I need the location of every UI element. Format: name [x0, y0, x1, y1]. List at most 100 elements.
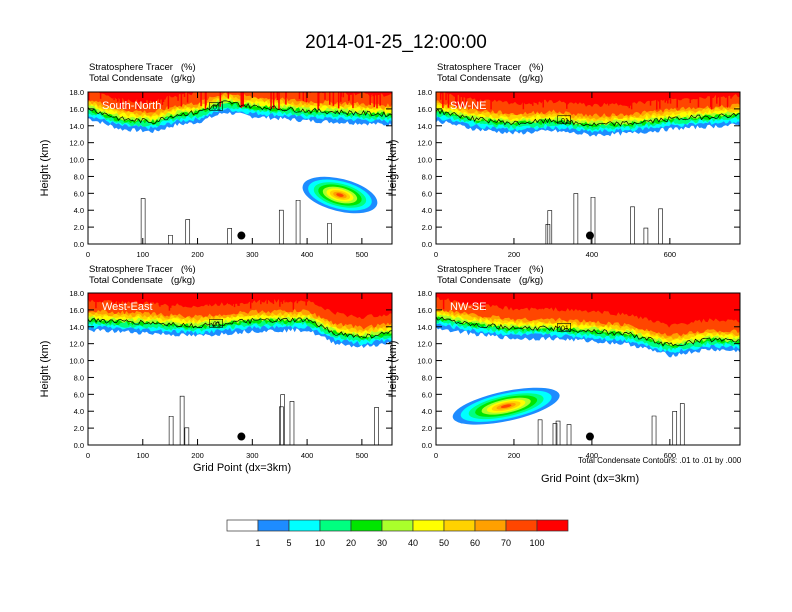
tracer-streak — [372, 92, 374, 97]
tracer-streak — [233, 293, 236, 308]
colorbar-label: 20 — [346, 538, 356, 548]
x-tick-label: 200 — [191, 451, 204, 460]
tracer-streak — [272, 293, 275, 305]
tracer-intrusion-70 — [336, 193, 344, 197]
colorbar-label: 60 — [470, 538, 480, 548]
colorbar-swatch — [443, 519, 476, 532]
tracer-streak — [564, 293, 566, 299]
panel-title-west-east: Stratosphere Tracer (%) Total Condensate… — [89, 264, 196, 286]
contour-label: .01 — [559, 325, 569, 332]
tracer-streak — [540, 293, 542, 310]
tracer-streak — [535, 293, 537, 308]
tracer-streak — [635, 92, 638, 98]
y-tick-label: 18.0 — [417, 88, 432, 97]
tracer-streak — [347, 92, 350, 101]
tracer-streak — [317, 92, 320, 107]
y-tick-label: 18.0 — [69, 289, 84, 298]
main-title: 2014-01-25_12:00:00 — [305, 32, 487, 53]
plot-frame — [87, 91, 393, 245]
tracer-streak — [615, 293, 618, 303]
y-tick-label: 10.0 — [417, 357, 432, 366]
y-axis-label: Height (km) — [387, 140, 399, 197]
y-tick-label: 2.0 — [422, 424, 432, 433]
y-tick-label: 6.0 — [422, 189, 432, 198]
cloud-contour — [643, 227, 649, 244]
cloud-contour — [327, 223, 332, 244]
tracer-streak — [296, 293, 299, 304]
tracer-streak — [332, 92, 335, 106]
y-tick-label: 8.0 — [74, 172, 84, 181]
tracer-streak — [539, 92, 541, 102]
tracer-streak — [120, 293, 122, 301]
tracer-streak — [708, 293, 710, 302]
location-marker — [237, 231, 246, 240]
tracer-streak — [117, 92, 119, 102]
tracer-streak — [319, 293, 321, 304]
cloud-contour — [140, 198, 146, 244]
y-tick-label: 12.0 — [417, 139, 432, 148]
tracer-streak — [585, 293, 587, 302]
tracer-streak — [241, 92, 244, 107]
x-tick-label: 500 — [356, 250, 369, 259]
y-axis-label: Height (km) — [39, 140, 51, 197]
cloud-contour — [168, 415, 174, 445]
y-tick-label: 12.0 — [69, 340, 84, 349]
y-tick-label: 8.0 — [422, 373, 432, 382]
panel-title-south-north: Stratosphere Tracer (%) Total Condensate… — [89, 62, 196, 84]
tracer-streak — [688, 293, 691, 308]
tracer-streak — [445, 92, 447, 101]
cloud-contour — [537, 419, 543, 445]
tracer-intrusion-70 — [500, 404, 512, 408]
tracer-streak — [730, 92, 732, 99]
tracer-streak — [674, 293, 676, 300]
tracer-streak — [111, 293, 114, 305]
tracer-streak — [538, 92, 540, 98]
tracer-streak — [372, 293, 375, 299]
panel-name: West-East — [102, 301, 153, 313]
location-marker — [585, 432, 594, 441]
tracer-streak — [709, 293, 711, 299]
tracer-streak — [144, 92, 147, 106]
colorbar-swatch — [412, 519, 445, 532]
colorbar-label: 10 — [315, 538, 325, 548]
colorbar-swatch — [381, 519, 414, 532]
colorbar-legend: 1 5 10 20 30 40 50 60 70 100 — [226, 519, 569, 548]
tracer-streak — [656, 92, 658, 110]
tracer-streak — [442, 92, 444, 109]
tracer-streak — [726, 92, 729, 108]
tracer-streak — [659, 92, 661, 109]
x-tick-label: 600 — [664, 451, 677, 460]
cloud-contour — [566, 424, 572, 445]
shaded-var-label: Stratosphere Tracer (%) — [89, 264, 196, 275]
tracer-streak — [143, 293, 146, 300]
y-tick-label: 2.0 — [74, 424, 84, 433]
tracer-streak — [288, 293, 290, 300]
tracer-streak — [641, 293, 644, 308]
tracer-streak — [311, 293, 313, 303]
y-tick-label: 2.0 — [422, 223, 432, 232]
colorbar-label: 40 — [408, 538, 418, 548]
tracer-streak — [305, 92, 308, 103]
tracer-streak — [373, 92, 375, 108]
tracer-streak — [183, 92, 186, 98]
y-axis-label: Height (km) — [39, 341, 51, 398]
tracer-streak — [459, 92, 461, 105]
tracer-streak — [730, 293, 732, 301]
tracer-streak — [597, 92, 599, 104]
cloud-contour — [184, 427, 190, 445]
tracer-streak — [695, 293, 697, 303]
panel-name: SW-NE — [450, 100, 486, 112]
tracer-streak — [227, 92, 230, 99]
shaded-var-label: Stratosphere Tracer (%) — [437, 264, 544, 275]
y-tick-label: 12.0 — [417, 340, 432, 349]
y-tick-label: 8.0 — [74, 373, 84, 382]
tracer-streak — [207, 293, 210, 306]
cloud-contour — [547, 210, 553, 244]
tracer-streak — [719, 92, 721, 106]
tracer-streak — [626, 92, 629, 107]
tracer-streak — [542, 92, 544, 108]
contour-label-box — [209, 102, 223, 111]
tracer-streak — [649, 92, 652, 106]
tracer-streak — [466, 293, 468, 300]
